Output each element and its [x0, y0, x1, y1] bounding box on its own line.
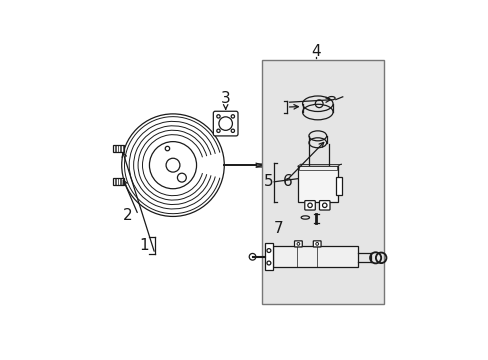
FancyBboxPatch shape [319, 201, 329, 210]
Text: 5: 5 [264, 174, 273, 189]
Text: 1: 1 [139, 238, 148, 253]
Text: 4: 4 [310, 44, 320, 59]
Bar [261, 60, 383, 304]
Bar [299, 166, 336, 170]
Bar [113, 179, 124, 185]
Bar [113, 145, 124, 152]
Bar [264, 243, 272, 270]
FancyBboxPatch shape [213, 111, 238, 136]
Bar [272, 246, 357, 267]
Text: 7: 7 [273, 221, 283, 237]
Text: 6: 6 [283, 174, 292, 189]
Bar [335, 177, 341, 195]
Text: 3: 3 [221, 91, 230, 106]
Text: 2: 2 [122, 208, 132, 222]
FancyBboxPatch shape [313, 241, 321, 247]
Bar [297, 166, 337, 202]
FancyBboxPatch shape [304, 201, 315, 210]
FancyBboxPatch shape [294, 241, 302, 247]
